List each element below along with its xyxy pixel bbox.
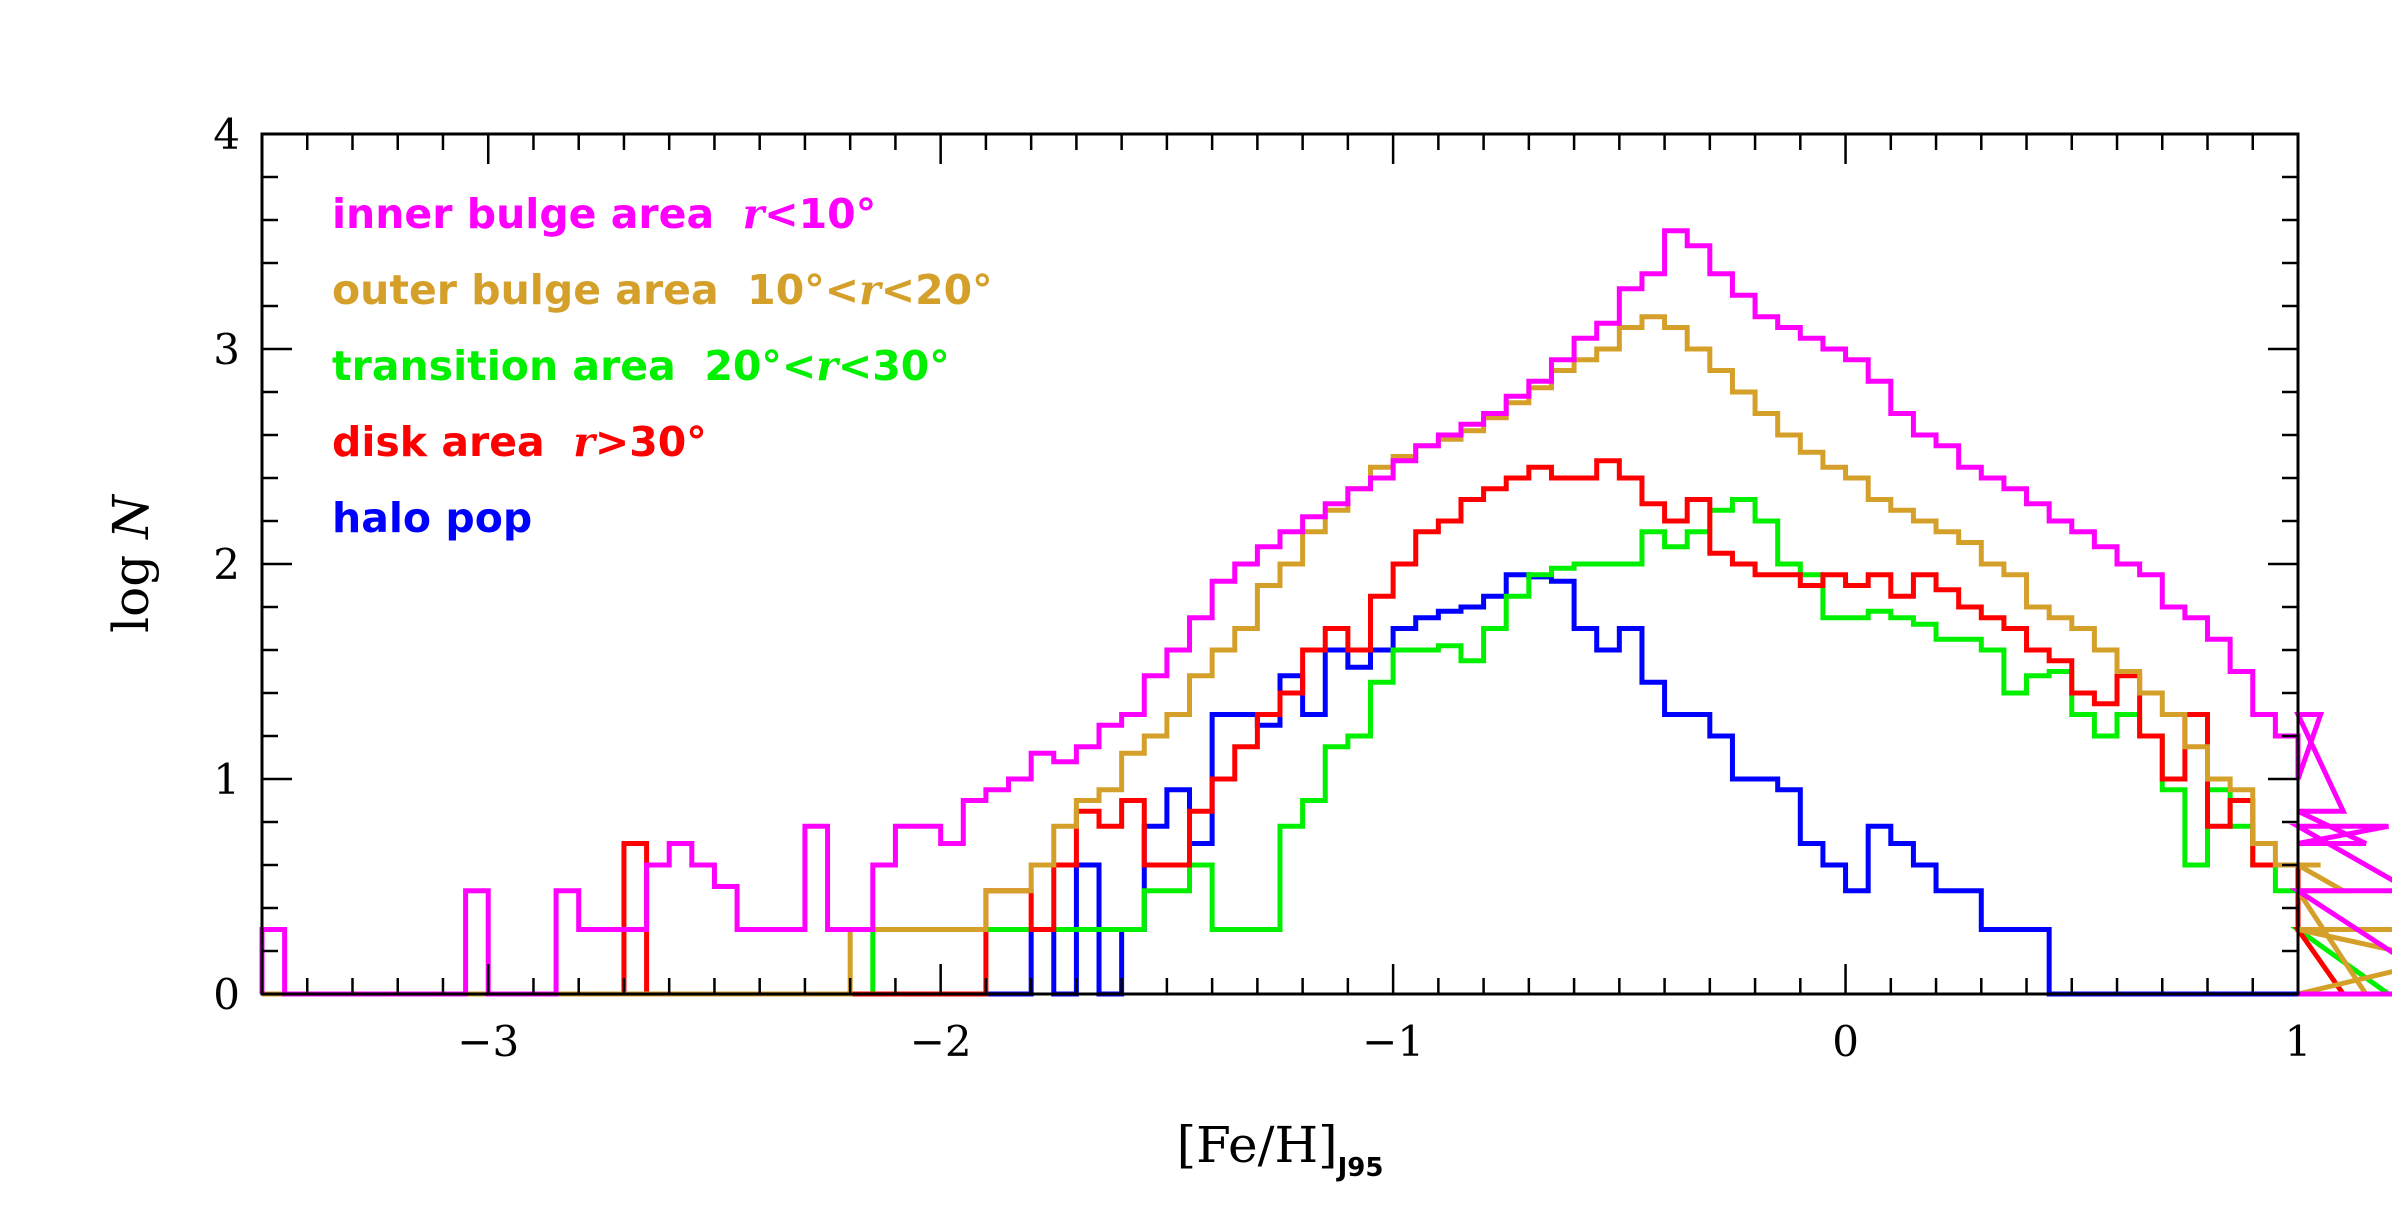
legend-entry-inner: inner bulge area r<10° <box>332 190 876 238</box>
y-tick-label: 4 <box>213 110 240 159</box>
y-tick-label: 2 <box>213 540 240 589</box>
series-disk-histogram <box>262 458 2392 997</box>
legend-text-part: inner bulge area <box>332 190 743 238</box>
y-tick-label: 0 <box>213 970 240 1019</box>
y-tick-label: 3 <box>213 325 240 374</box>
y-tick-label: 1 <box>213 755 240 804</box>
legend-entry-outer: outer bulge area 10°<r<20° <box>332 266 993 314</box>
legend-text-part: >30° <box>595 418 707 466</box>
legend-entry-halo: halo pop <box>332 494 532 542</box>
legend-text-part: <20° <box>881 266 993 314</box>
x-tick-label: 0 <box>1832 1017 1859 1066</box>
legend-text-part: r <box>573 418 598 466</box>
legend-text-part: r <box>816 342 841 390</box>
legend-text-part: r <box>859 266 884 314</box>
x-axis-title-main: [Fe/H] <box>1177 1116 1338 1174</box>
x-tick-label: 1 <box>2285 1017 2312 1066</box>
y-axis-title-prefix: log <box>102 539 160 633</box>
x-axis-title: [Fe/H]J95 <box>1177 1116 1384 1183</box>
legend-text-part: <10° <box>764 190 876 238</box>
legend-text-part: transition area 20°< <box>332 342 816 390</box>
legend: inner bulge area r<10°outer bulge area 1… <box>332 190 993 542</box>
x-tick-label: −3 <box>457 1017 519 1066</box>
legend-text-part: <30° <box>838 342 950 390</box>
legend-entry-disk: disk area r>30° <box>332 418 707 466</box>
x-axis-title-subscript: J95 <box>1336 1153 1384 1183</box>
legend-text-part: outer bulge area 10°< <box>332 266 859 314</box>
legend-text-part: disk area <box>332 418 573 466</box>
x-tick-label: −1 <box>1362 1017 1424 1066</box>
y-axis-title: log N <box>102 493 160 633</box>
x-tick-label: −2 <box>910 1017 972 1066</box>
y-axis-title-variable: N <box>102 493 160 540</box>
legend-text-part: halo pop <box>332 494 532 542</box>
series-transition-histogram <box>262 497 2392 997</box>
legend-entry-transition: transition area 20°<r<30° <box>332 342 950 390</box>
legend-text-part: r <box>743 190 768 238</box>
ticks-layer <box>260 132 2300 996</box>
tick-labels-layer: −3 −2 −1 0 1 0 1 2 3 4 <box>213 110 2311 1066</box>
